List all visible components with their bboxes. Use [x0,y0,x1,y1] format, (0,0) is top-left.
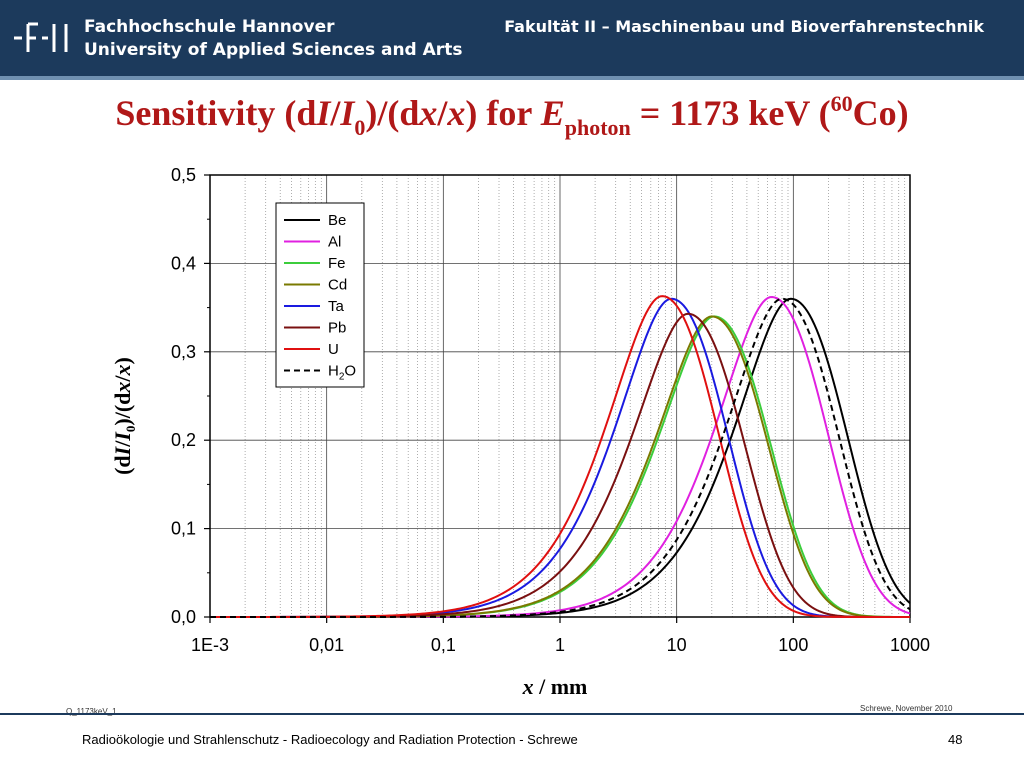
legend-label-be: Be [328,212,346,229]
x-tick-label: 10 [667,635,687,655]
faculty-name: Fakultät II – Maschinenbau und Bioverfah… [504,17,984,36]
x-tick-label: 1 [555,635,565,655]
y-tick-label: 0,4 [171,253,196,273]
legend-label-pb: Pb [328,320,346,337]
series-line-h2o [210,297,911,618]
x-tick-label: 1000 [890,635,930,655]
school-subtitle: University of Applied Sciences and Arts [84,40,463,60]
y-tick-label: 0,3 [171,342,196,362]
legend-label-cd: Cd [328,277,347,294]
slide-title: Sensitivity (dI/I0)/(dx/x) for Ephoton =… [115,91,909,140]
footer-text: Radioökologie und Strahlenschutz - Radio… [82,732,578,747]
y-tick-label: 0,0 [171,607,196,627]
legend-label-u: U [328,341,339,358]
slide-id-note: Q_1173keV_1 [66,707,117,716]
fh-logo-icon [14,22,68,52]
series-line-u [210,295,910,618]
y-tick-label: 0,2 [171,430,196,450]
legend-box [275,202,365,388]
legend-label-ta: Ta [328,298,345,315]
header-bar: Fachhochschule Hannover University of Ap… [0,0,1024,78]
header-divider [0,76,1024,80]
legend-label-al: Al [328,234,341,251]
x-tick-label: 100 [778,635,808,655]
school-name: Fachhochschule Hannover [84,17,335,37]
legend-label-h2o: H2O [328,363,356,383]
legend-label-fe: Fe [328,255,346,272]
y-tick-label: 0,1 [171,519,196,539]
x-axis-label: x / mm [522,674,588,699]
footer-divider [0,713,1024,715]
x-tick-label: 0,01 [309,635,344,655]
page-number: 48 [948,732,963,747]
x-tick-label: 0,1 [431,635,456,655]
author-date-note: Schrewe, November 2010 [860,704,953,713]
x-tick-label: 1E-3 [191,635,229,655]
y-tick-label: 0,5 [171,165,196,185]
y-axis-label: (dI/I0)/(dx/x) [110,357,138,475]
